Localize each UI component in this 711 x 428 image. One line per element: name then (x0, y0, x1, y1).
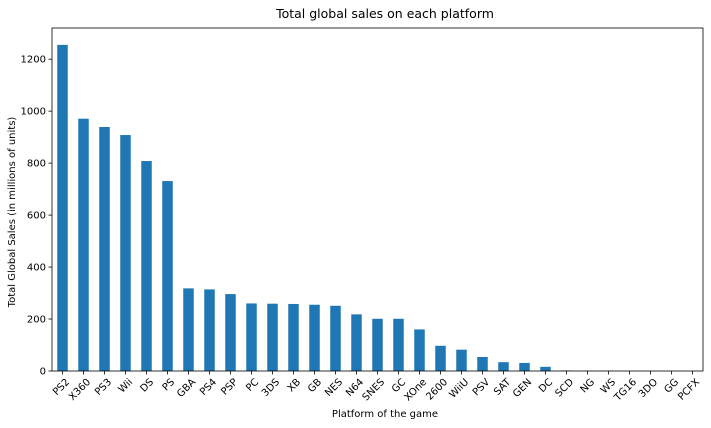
x-tick-label-psv: PSV (471, 377, 492, 398)
y-tick-label: 1000 (21, 107, 46, 118)
x-tick-label-scd: SCD (554, 377, 577, 400)
x-tick-label-gen: GEN (511, 377, 534, 400)
bar-ps (162, 181, 173, 371)
bar-sat (498, 362, 509, 371)
x-tick-label-xb: XB (286, 377, 304, 395)
x-tick-label-ng: NG (579, 377, 598, 396)
bar-ps4 (204, 289, 215, 371)
bar-gba (183, 288, 194, 371)
y-axis-label: Total Global Sales (in millions of units… (7, 117, 18, 309)
x-tick-label-ps3: PS3 (93, 377, 114, 398)
x-axis-label: Platform of the game (332, 409, 438, 420)
bar-nes (330, 306, 341, 371)
y-tick-label: 400 (27, 263, 46, 274)
y-tick-label: 0 (40, 367, 46, 378)
x-tick-label-snes: SNES (361, 377, 388, 404)
y-tick-label: 200 (27, 315, 46, 326)
x-tick-label-dc: DC (537, 377, 555, 395)
x-tick-label-pcfx: PCFX (676, 377, 702, 403)
chart-title: Total global sales on each platform (275, 6, 494, 21)
x-tick-label-wiiu: WiiU (447, 377, 471, 401)
x-tick-label-ps4: PS4 (198, 377, 219, 398)
y-tick-label: 1200 (21, 55, 46, 66)
y-tick-label: 600 (27, 211, 46, 222)
x-tick-label-3ds: 3DS (260, 377, 282, 399)
bar-psv (477, 357, 488, 371)
bar-xone (414, 329, 425, 371)
bar-wii (120, 135, 131, 371)
bar-ps2 (57, 45, 68, 371)
bar-xb (288, 304, 299, 371)
bar-gc (393, 319, 404, 371)
x-tick-label-x360: X360 (67, 377, 93, 403)
bar-pc (246, 303, 257, 371)
bar-snes (372, 319, 383, 371)
bar-ds (141, 161, 152, 371)
bar-dc (540, 367, 551, 371)
x-tick-label-tg16: TG16 (612, 377, 639, 404)
y-tick-label: 800 (27, 159, 46, 170)
bar-x360 (78, 119, 89, 371)
bar-ps3 (99, 127, 110, 371)
x-tick-label-nes: NES (323, 377, 345, 399)
x-tick-label-2600: 2600 (424, 377, 450, 403)
x-tick-label-gb: GB (306, 377, 324, 395)
x-tick-label-wii: Wii (117, 377, 136, 396)
x-tick-label-psp: PSP (219, 377, 240, 398)
bar-wiiu (456, 350, 467, 371)
x-tick-label-gba: GBA (175, 377, 198, 400)
x-tick-label-ps: PS (161, 377, 178, 394)
bar-psp (225, 294, 236, 371)
bar-n64 (351, 314, 362, 371)
bar-gb (309, 305, 320, 371)
bar-2600 (435, 346, 446, 371)
bar-3ds (267, 304, 278, 371)
x-tick-label-xone: XOne (403, 377, 430, 404)
bar-gen (519, 363, 530, 371)
x-tick-label-ds: DS (138, 377, 156, 395)
x-tick-label-sat: SAT (492, 376, 514, 398)
x-tick-label-3do: 3DO (637, 377, 660, 400)
